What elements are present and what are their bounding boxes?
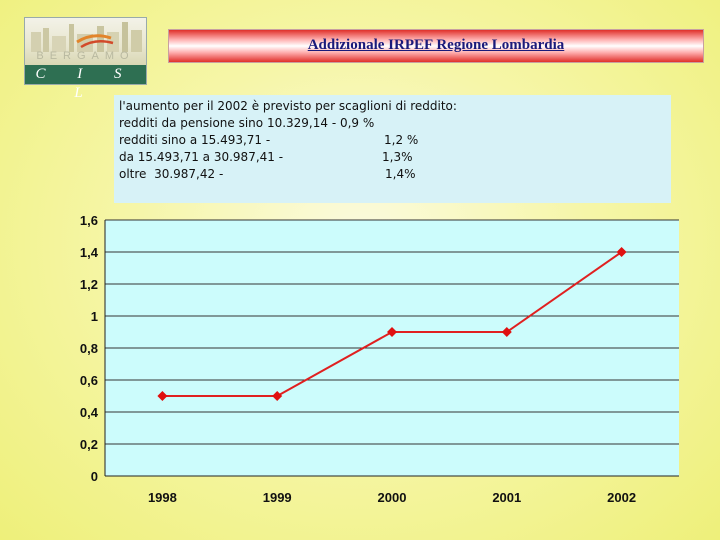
- title-banner: Addizionale IRPEF Regione Lombardia: [168, 29, 704, 63]
- note-box: l'aumento per il 2002 è previsto per sca…: [114, 95, 671, 203]
- logo-cisl-text: C I S L: [25, 65, 146, 101]
- x-tick-label: 2001: [492, 490, 521, 505]
- note-rate-5: 1,4%: [385, 167, 416, 181]
- x-tick-label: 1998: [148, 490, 177, 505]
- note-line-3: redditi sino a 15.493,71 -: [119, 133, 271, 147]
- y-tick-label: 1,6: [80, 213, 98, 228]
- line-chart: 0 0,2 0,4 0,6 0,8 1 1,2 1,4 1,6 1998 1999 2000 2001 2…: [80, 213, 679, 505]
- note-line-4: da 15.493,71 a 30.987,41 -: [119, 150, 284, 164]
- skyline-graphic: [31, 22, 142, 52]
- data-point: [387, 327, 397, 337]
- x-tick-label: 2000: [378, 490, 407, 505]
- data-point: [501, 327, 512, 337]
- y-tick-label: 0: [91, 469, 98, 484]
- note-rate-4: 1,3%: [382, 150, 413, 164]
- data-point: [157, 391, 168, 401]
- y-tick-label: 1,2: [80, 277, 98, 292]
- y-tick-label: 0,4: [80, 405, 99, 420]
- note-line-1: l'aumento per il 2002 è previsto per sca…: [119, 99, 457, 113]
- data-point: [616, 247, 627, 257]
- y-tick-label: 0,6: [80, 373, 98, 388]
- y-tick-label: 0,2: [80, 437, 98, 452]
- x-tick-label: 1999: [263, 490, 292, 505]
- chart-area: 0 0,2 0,4 0,6 0,8 1 1,2 1,4 1,6 1998 1999 2000 2001 2…: [54, 205, 686, 510]
- y-tick-label: 1: [91, 309, 98, 324]
- page-title: Addizionale IRPEF Regione Lombardia: [307, 37, 565, 53]
- cisl-logo: BERGAMO C I S L: [24, 17, 147, 101]
- note-rate-3: 1,2 %: [384, 133, 419, 147]
- y-tick-label: 0,8: [80, 341, 98, 356]
- logo-city-name: BERGAMO: [36, 50, 135, 62]
- note-line-5: oltre 30.987,42 -: [119, 167, 224, 181]
- data-point: [272, 391, 283, 401]
- y-tick-label: 1,4: [80, 245, 99, 260]
- note-line-2: redditi da pensione sino 10.329,14 - 0,9…: [119, 116, 375, 130]
- x-tick-label: 2002: [607, 490, 636, 505]
- logo-skyline: BERGAMO: [25, 18, 146, 65]
